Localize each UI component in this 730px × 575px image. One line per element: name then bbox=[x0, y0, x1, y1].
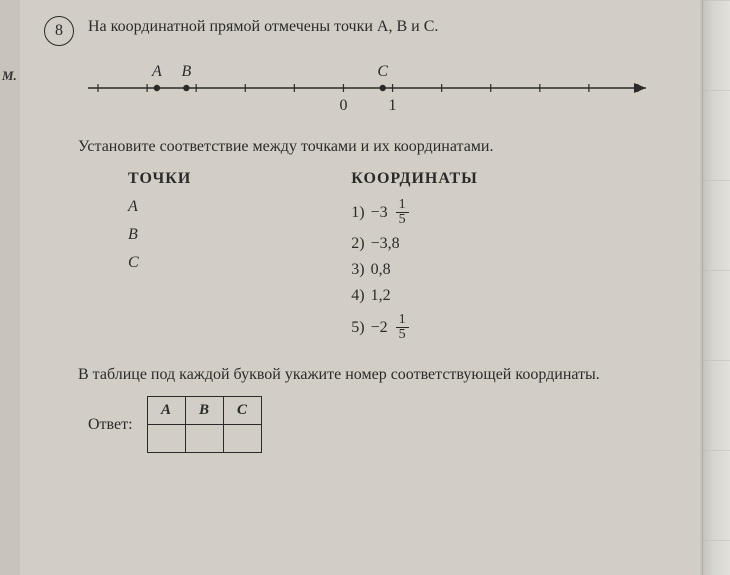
answer-input-cell[interactable] bbox=[147, 425, 185, 453]
coord-index: 3) bbox=[351, 261, 364, 279]
coord-option: 2) −3,8 bbox=[351, 235, 478, 253]
notebook-grid bbox=[702, 0, 730, 575]
fraction: 15 bbox=[396, 198, 409, 227]
coord-option: 3) 0,8 bbox=[351, 261, 478, 279]
problem-statement: На координатной прямой отмечены точки A,… bbox=[88, 18, 660, 36]
coord-index: 5) bbox=[351, 319, 364, 337]
coord-index: 4) bbox=[351, 287, 364, 305]
coord-option: 1) −3 15 bbox=[351, 198, 478, 227]
coords-header: КООРДИНАТЫ bbox=[351, 170, 478, 188]
answer-input-cell[interactable] bbox=[223, 425, 261, 453]
coord-index: 2) bbox=[351, 235, 364, 253]
point-label: C bbox=[128, 254, 191, 272]
coord-lead: −2 bbox=[371, 319, 388, 337]
svg-text:C: C bbox=[377, 63, 388, 80]
problem-number-badge: 8 bbox=[44, 16, 74, 46]
answer-header-cell: B bbox=[185, 397, 223, 425]
answer-input-cell[interactable] bbox=[185, 425, 223, 453]
page-body: 8 На координатной прямой отмечены точки … bbox=[20, 0, 700, 575]
svg-text:1: 1 bbox=[389, 97, 397, 114]
points-column: ТОЧКИ ABC bbox=[128, 170, 191, 350]
coords-column: КООРДИНАТЫ 1) −3 15 2) −3,8 3) 0,8 4) 1,2 5) … bbox=[351, 170, 478, 350]
number-line: 0 1 A B C bbox=[78, 50, 658, 120]
answer-label: Ответ: bbox=[88, 416, 133, 434]
svg-text:0: 0 bbox=[339, 97, 347, 114]
answer-table: ABC bbox=[147, 396, 262, 453]
coord-value: −3,8 bbox=[371, 235, 400, 253]
coord-option: 5) −2 15 bbox=[351, 313, 478, 342]
problem-number: 8 bbox=[55, 22, 63, 40]
coord-value: 1,2 bbox=[371, 287, 391, 305]
svg-text:A: A bbox=[151, 63, 162, 80]
footer-instruction: В таблице под каждой буквой укажите номе… bbox=[78, 364, 660, 386]
answer-row: Ответ: ABC bbox=[88, 396, 660, 453]
point-label: B bbox=[128, 226, 191, 244]
points-header: ТОЧКИ bbox=[128, 170, 191, 188]
answer-header-cell: A bbox=[147, 397, 185, 425]
coord-value: 0,8 bbox=[371, 261, 391, 279]
answer-header-cell: C bbox=[223, 397, 261, 425]
coord-option: 4) 1,2 bbox=[351, 287, 478, 305]
coord-lead: −3 bbox=[371, 204, 388, 222]
columns: ТОЧКИ ABC КООРДИНАТЫ 1) −3 15 2) −3,8 3) 0,… bbox=[128, 170, 660, 350]
fraction: 15 bbox=[396, 313, 409, 342]
coord-index: 1) bbox=[351, 204, 364, 222]
match-instruction: Установите соответствие между точками и … bbox=[78, 138, 660, 156]
point-label: A bbox=[128, 198, 191, 216]
svg-text:B: B bbox=[181, 63, 191, 80]
margin-marker: М. bbox=[2, 68, 17, 84]
